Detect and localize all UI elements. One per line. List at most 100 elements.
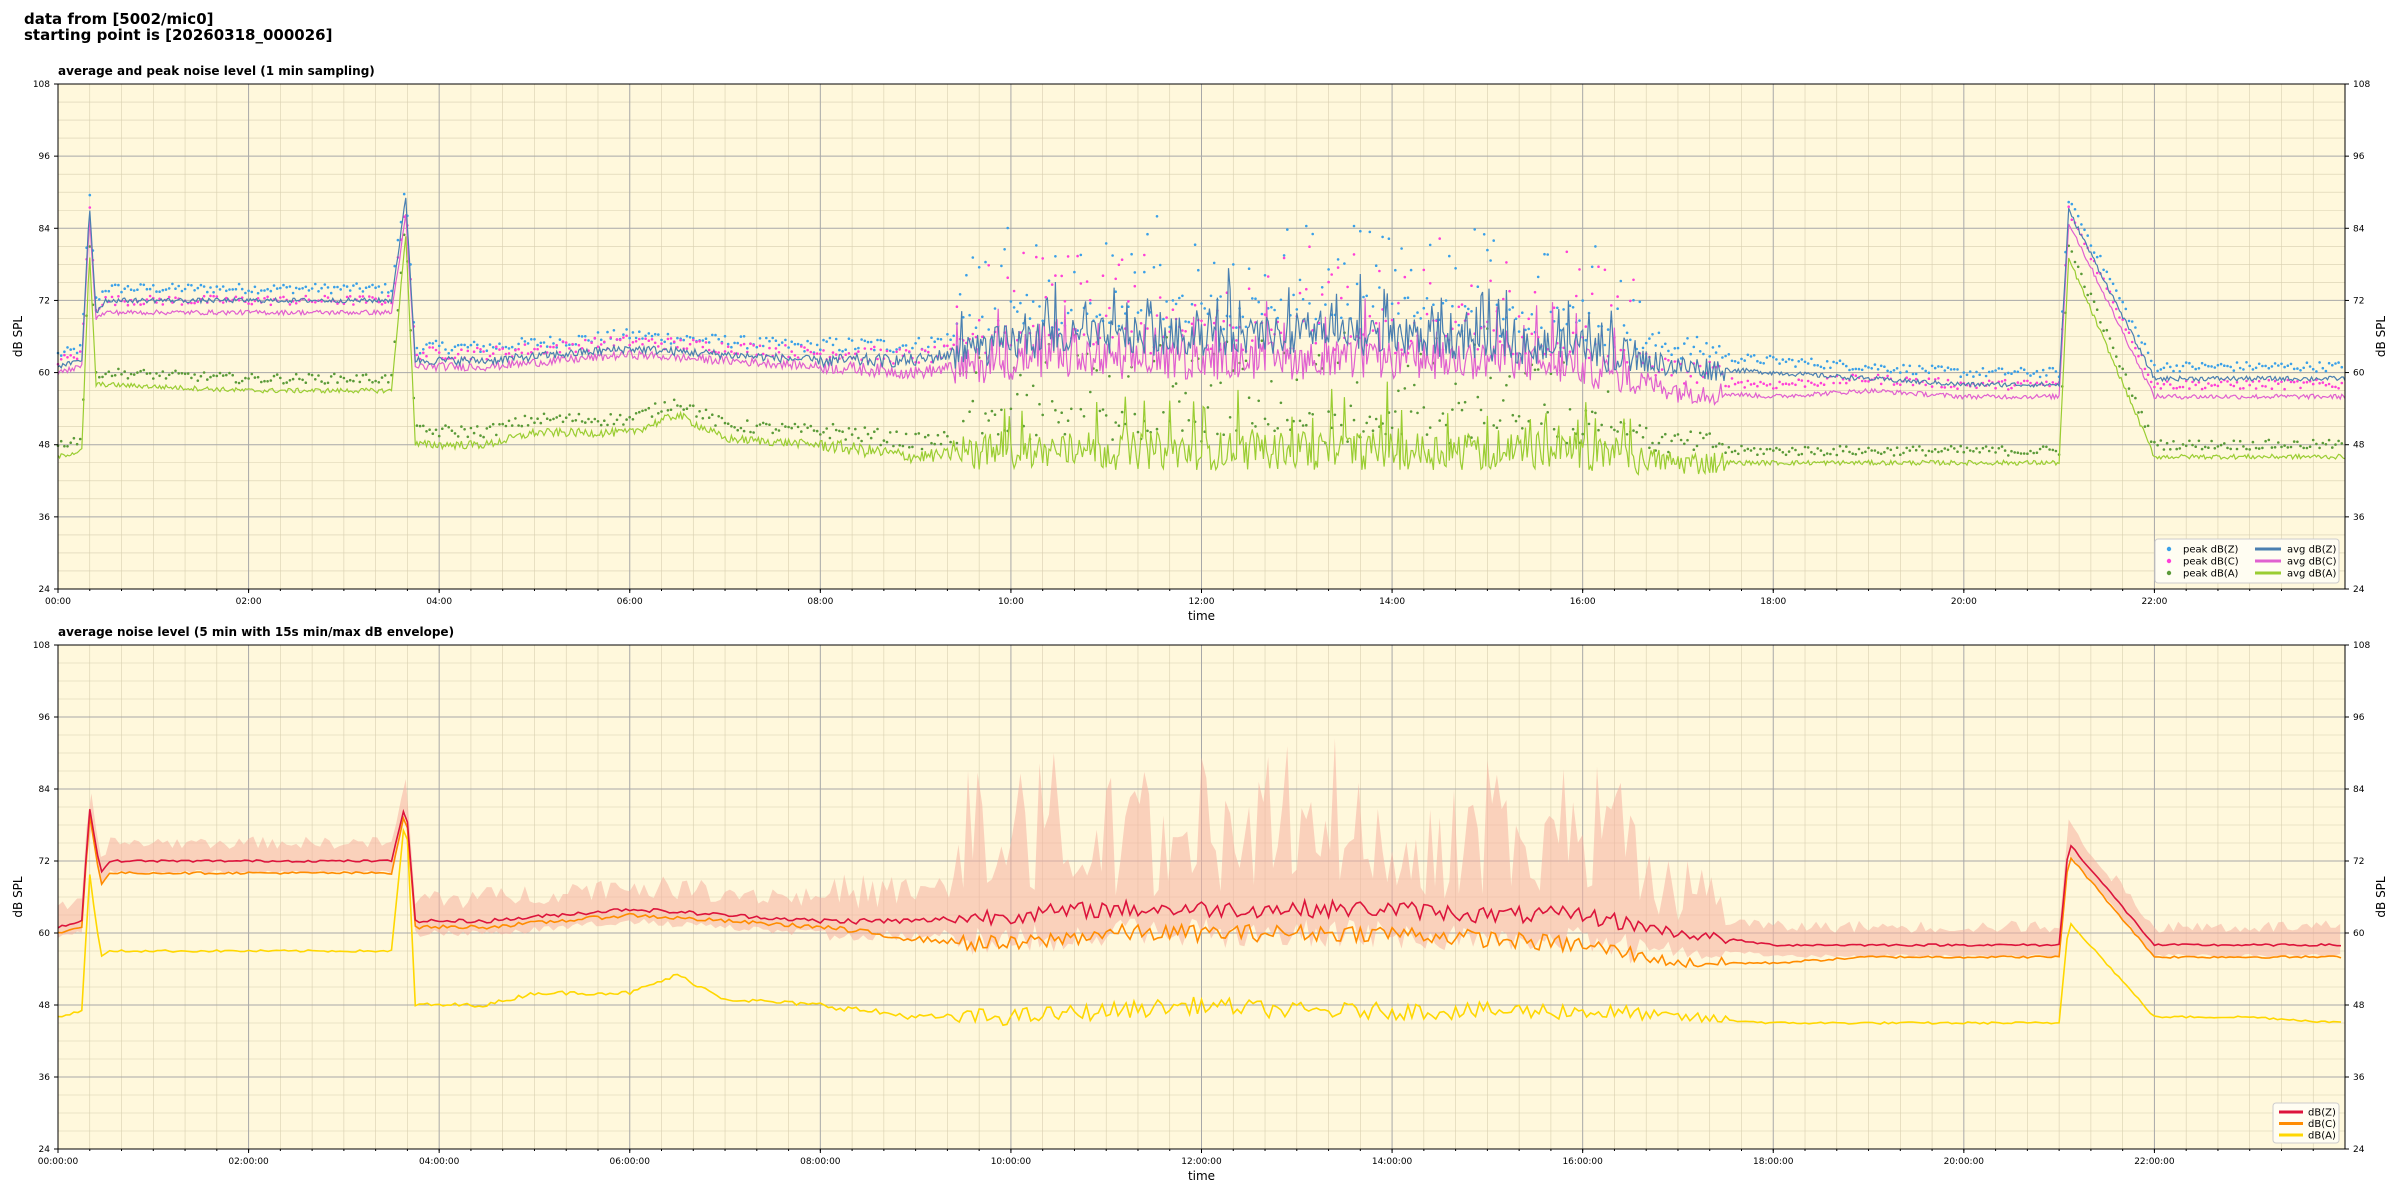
peak-dbc-point xyxy=(520,351,524,355)
peak-dbz-point xyxy=(2108,277,2112,281)
peak-dbc-point xyxy=(695,340,698,344)
peak-dbc-point xyxy=(2191,380,2194,384)
peak-dba-point xyxy=(186,372,190,375)
peak-dba-point xyxy=(2007,454,2010,457)
peak-dbz-point xyxy=(1104,242,1108,245)
peak-dbz-point xyxy=(860,338,863,341)
peak-dba-point xyxy=(1832,447,1835,451)
peak-dbc-point xyxy=(539,345,543,348)
peak-dbz-point xyxy=(1524,328,1527,332)
peak-dbz-point xyxy=(1797,360,1800,363)
peak-dba-point xyxy=(1708,432,1711,435)
peak-dba-point xyxy=(901,444,905,448)
peak-dba-point xyxy=(244,376,247,380)
peak-dbz-point xyxy=(2296,367,2299,370)
peak-dbz-point xyxy=(1940,365,1943,369)
peak-dbz-point xyxy=(1578,319,1581,322)
peak-dba-point xyxy=(834,428,838,432)
peak-dba-point xyxy=(526,424,530,427)
peak-dbz-point xyxy=(1543,252,1546,256)
peak-dbc-point xyxy=(761,352,765,356)
peak-dba-point xyxy=(1860,451,1864,455)
peak-dbz-point xyxy=(1263,274,1267,277)
peak-dba-point xyxy=(2273,446,2277,449)
peak-dbz-point xyxy=(1409,268,1413,272)
peak-dbc-point xyxy=(1422,268,1426,272)
peak-dbz-point xyxy=(1673,347,1677,350)
peak-dbc-point xyxy=(908,350,911,353)
peak-dbz-point xyxy=(650,334,654,338)
peak-dbc-point xyxy=(75,357,79,361)
peak-dba-point xyxy=(1587,422,1591,426)
peak-dba-point xyxy=(1543,403,1546,407)
peak-dbz-point xyxy=(132,289,136,292)
peak-dbz-point xyxy=(841,350,844,353)
peak-dba-point xyxy=(1451,408,1454,411)
peak-dbc-point xyxy=(1368,314,1372,318)
peak-dba-point xyxy=(2115,355,2118,358)
peak-dbc-point xyxy=(707,348,711,352)
peak-dbz-point xyxy=(1987,370,1991,374)
peak-dbc-point xyxy=(1444,334,1448,338)
peak-dbz-point xyxy=(882,339,886,343)
peak-dbc-point xyxy=(2257,379,2261,383)
peak-dbz-point xyxy=(2251,368,2255,371)
peak-dbc-point xyxy=(1787,383,1791,386)
peak-dba-point xyxy=(1362,430,1365,433)
peak-dbc-point xyxy=(1079,282,1083,285)
peak-dbc-point xyxy=(2337,387,2340,390)
peak-dbz-point xyxy=(831,343,835,347)
peak-dbc-point xyxy=(2242,387,2245,390)
peak-dbc-point xyxy=(2143,367,2147,371)
peak-dbc-point xyxy=(1460,303,1464,306)
peak-dba-point xyxy=(1457,401,1461,405)
peak-dbz-point xyxy=(199,283,203,287)
peak-dbz-point xyxy=(2178,370,2182,373)
peak-dba-point xyxy=(2321,441,2325,445)
peak-dbc-point xyxy=(1908,378,1912,381)
peak-dbz-point xyxy=(1870,367,1873,370)
peak-dba-point xyxy=(545,417,549,421)
peak-dbc-point xyxy=(590,341,593,345)
peak-dbc-point xyxy=(193,301,196,305)
peak-dbz-point xyxy=(2254,366,2258,370)
peak-dbz-point xyxy=(657,333,660,336)
peak-dbz-point xyxy=(825,340,828,343)
peak-dbc-point xyxy=(1765,384,1769,387)
peak-dbz-point xyxy=(1165,300,1168,303)
peak-dbz-point xyxy=(1695,335,1699,339)
peak-dba-point xyxy=(495,433,498,437)
peak-dba-point xyxy=(1610,425,1613,429)
dbz-line xyxy=(57,808,2341,947)
peak-dba-point xyxy=(1660,435,1664,439)
peak-dbz-point xyxy=(117,283,120,287)
peak-dbc-point xyxy=(1143,253,1146,257)
peak-dbz-point xyxy=(809,342,813,345)
peak-dbc-point xyxy=(1308,245,1311,248)
peak-dba-point xyxy=(161,370,165,373)
peak-dbz-point xyxy=(390,289,393,293)
peak-dba-point xyxy=(1054,408,1057,412)
peak-dbc-point xyxy=(1190,322,1194,326)
peak-dbc-point xyxy=(2178,385,2182,389)
peak-dba-point xyxy=(1394,410,1397,413)
peak-dbz-point xyxy=(345,285,349,288)
peak-dbz-point xyxy=(253,285,257,289)
peak-dbz-point xyxy=(2048,366,2051,370)
peak-dbc-point xyxy=(1320,293,1324,296)
peak-dbc-point xyxy=(371,296,374,299)
peak-dba-point xyxy=(2283,444,2286,447)
peak-dba-point xyxy=(206,378,209,381)
peak-dba-point xyxy=(1346,440,1349,443)
x-tick-label: 12:00 xyxy=(1189,597,1215,607)
peak-dbc-point xyxy=(631,341,635,344)
peak-dbc-point xyxy=(431,346,435,349)
peak-dbz-point xyxy=(463,343,466,347)
peak-dba-point xyxy=(1374,417,1378,421)
peak-dbc-point xyxy=(288,303,292,306)
peak-dba-point xyxy=(1035,433,1038,437)
peak-dbz-point xyxy=(876,338,879,342)
y-tick-label-left: 24 xyxy=(39,1145,51,1155)
peak-dba-point xyxy=(1521,427,1524,430)
peak-dba-point xyxy=(1616,430,1619,433)
